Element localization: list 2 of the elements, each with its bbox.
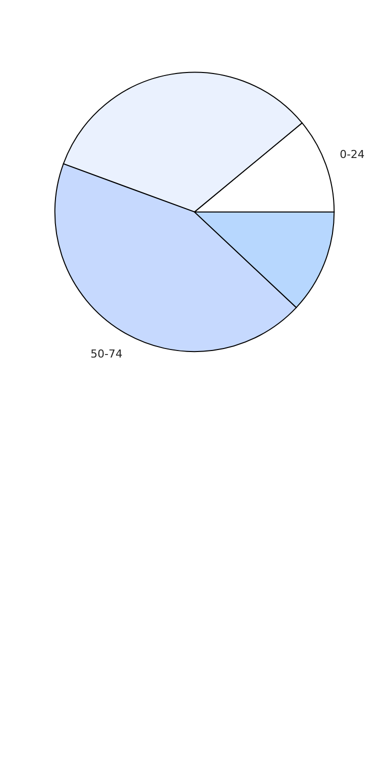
slice-label: 0-24 bbox=[340, 148, 365, 162]
slice-label: 50-74 bbox=[90, 348, 122, 361]
